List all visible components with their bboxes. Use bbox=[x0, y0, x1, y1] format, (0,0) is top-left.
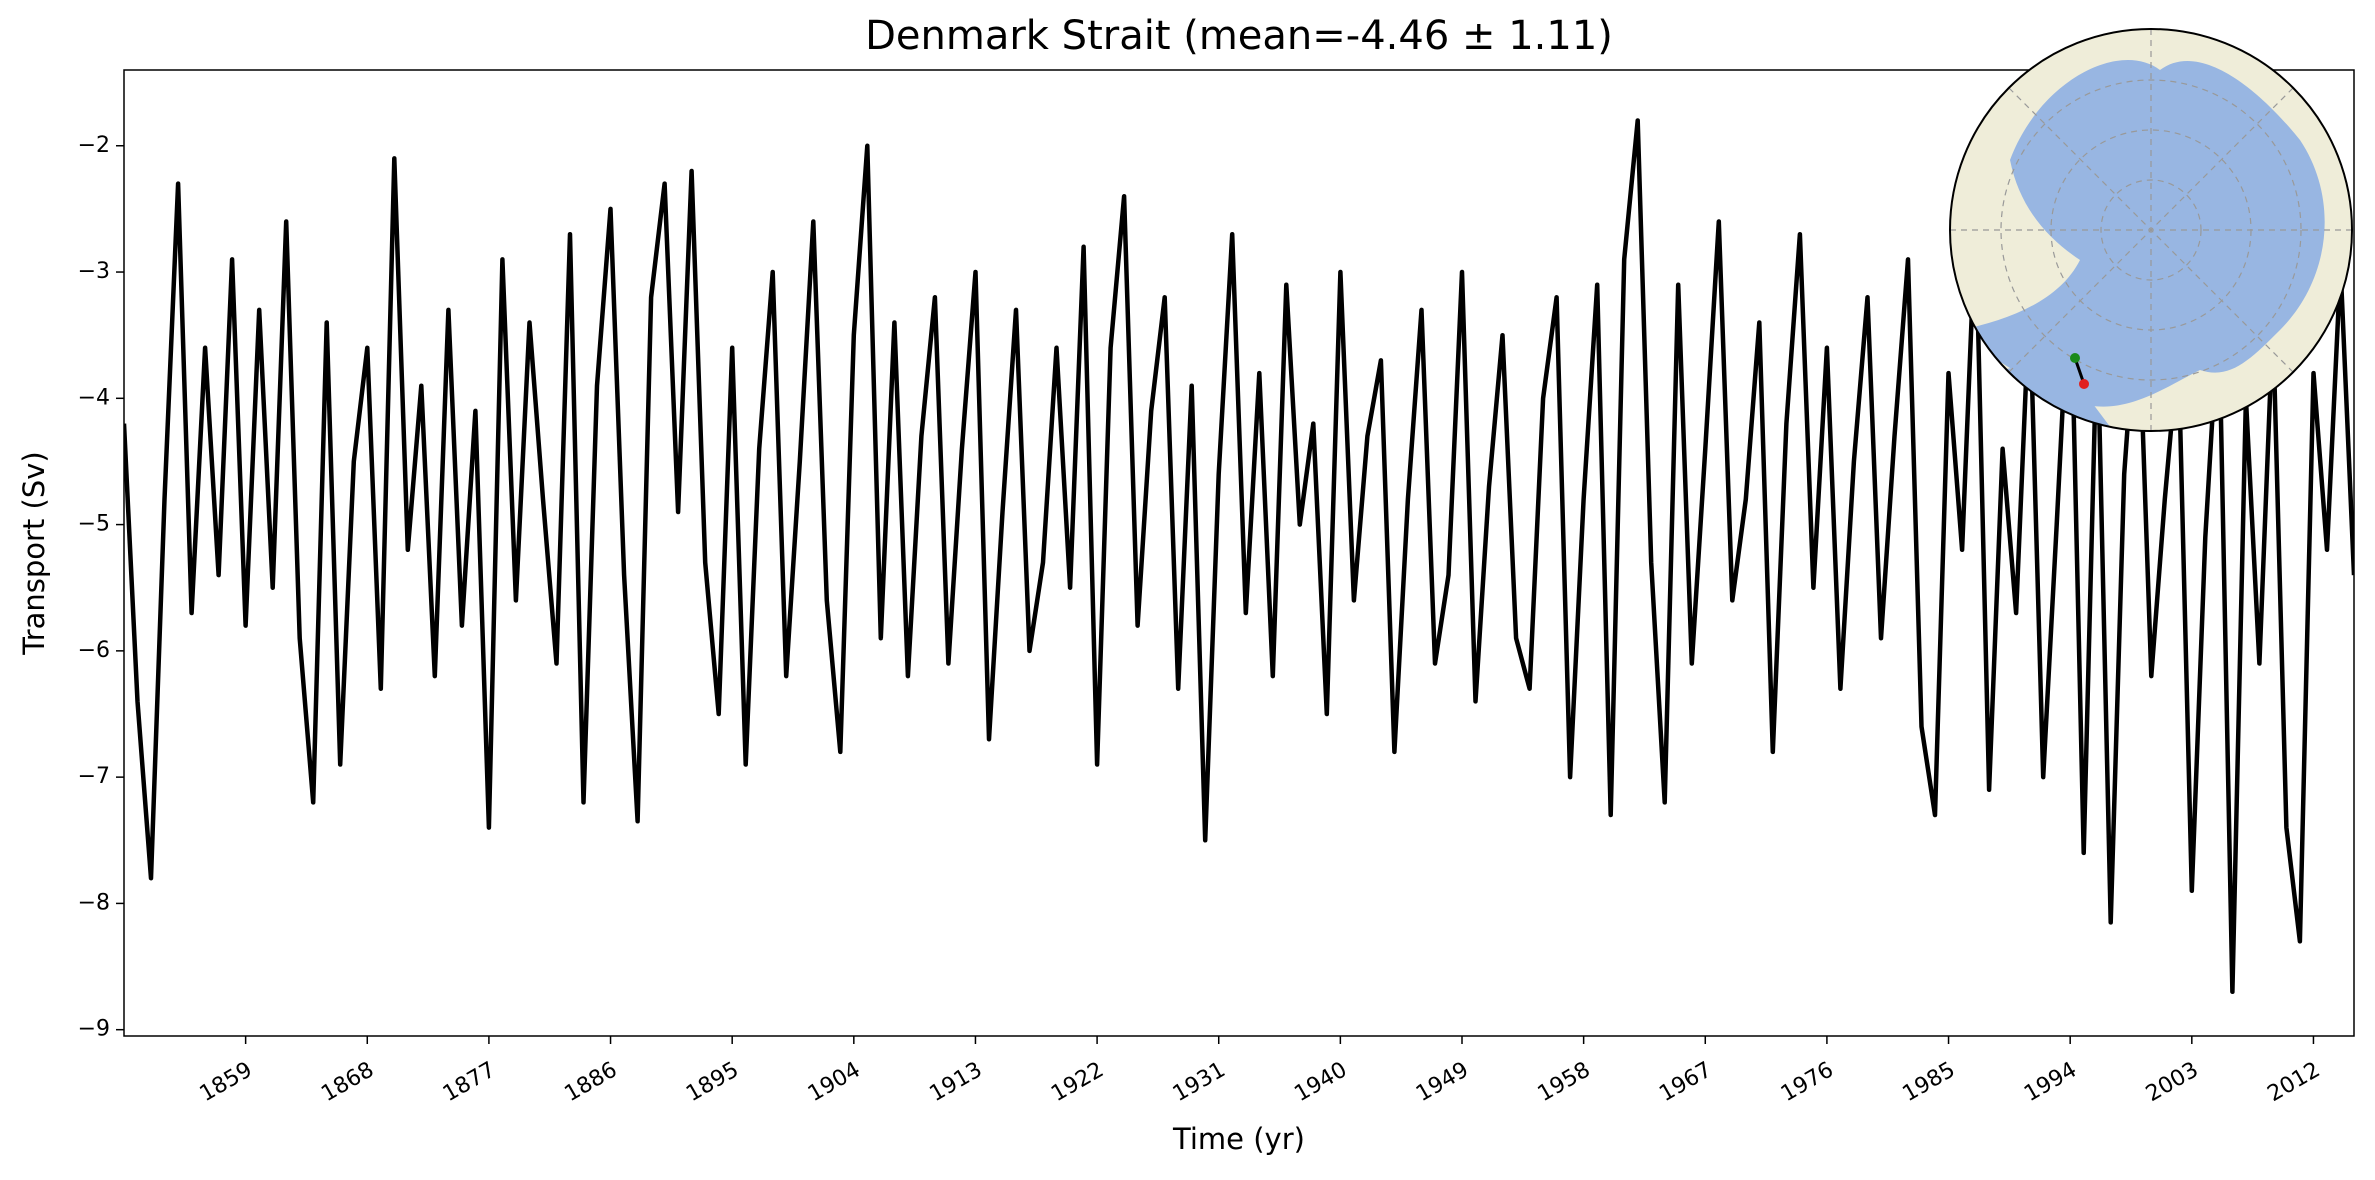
x-tick-label: 1895 bbox=[682, 1057, 743, 1107]
x-tick-label: 1922 bbox=[1047, 1057, 1108, 1107]
x-tick-label: 1940 bbox=[1290, 1057, 1351, 1107]
section-end bbox=[2079, 379, 2089, 389]
x-tick-label: 1985 bbox=[1899, 1057, 1960, 1107]
x-tick-label: 1913 bbox=[925, 1057, 986, 1107]
x-tick-label: 1958 bbox=[1534, 1057, 1595, 1107]
series-line bbox=[124, 118, 2354, 995]
x-tick-label: 1976 bbox=[1777, 1057, 1838, 1107]
x-tick-label: 1904 bbox=[804, 1057, 865, 1107]
x-tick-label: 1868 bbox=[317, 1057, 378, 1107]
x-tick-label: 1859 bbox=[196, 1057, 257, 1107]
plot-frame bbox=[123, 69, 2355, 1037]
x-tick-label: 1886 bbox=[561, 1057, 622, 1107]
x-axis-label: Time (yr) bbox=[1172, 1122, 1305, 1156]
section-start bbox=[2070, 353, 2080, 363]
x-tick-label: 1877 bbox=[439, 1057, 500, 1107]
x-tick-label: 1967 bbox=[1655, 1057, 1716, 1107]
chart-title: Denmark Strait (mean=-4.46 ± 1.11) bbox=[865, 13, 1613, 59]
map-graticule bbox=[1950, 29, 2352, 431]
y-tick-label: −4 bbox=[78, 385, 110, 410]
x-tick-label: 1994 bbox=[2020, 1057, 2081, 1107]
x-tick-label: 2003 bbox=[2142, 1057, 2203, 1107]
x-tick-label: 1931 bbox=[1169, 1057, 1230, 1107]
inset-map bbox=[1949, 28, 2353, 432]
y-tick-label: −6 bbox=[78, 638, 110, 663]
y-tick-label: −5 bbox=[78, 512, 110, 537]
y-tick-label: −9 bbox=[78, 1017, 110, 1042]
y-tick-label: −7 bbox=[78, 764, 110, 789]
y-tick-label: −2 bbox=[78, 133, 110, 158]
map-border bbox=[1949, 28, 2353, 432]
y-axis-label: Transport (Sv) bbox=[17, 451, 51, 656]
series-group bbox=[124, 118, 2354, 995]
x-tick-label: 1949 bbox=[1412, 1057, 1473, 1107]
y-tick-label: −3 bbox=[78, 259, 110, 284]
x-tick-label: 2012 bbox=[2263, 1057, 2324, 1107]
y-tick-label: −8 bbox=[78, 890, 110, 915]
map-ocean bbox=[1960, 60, 2325, 407]
